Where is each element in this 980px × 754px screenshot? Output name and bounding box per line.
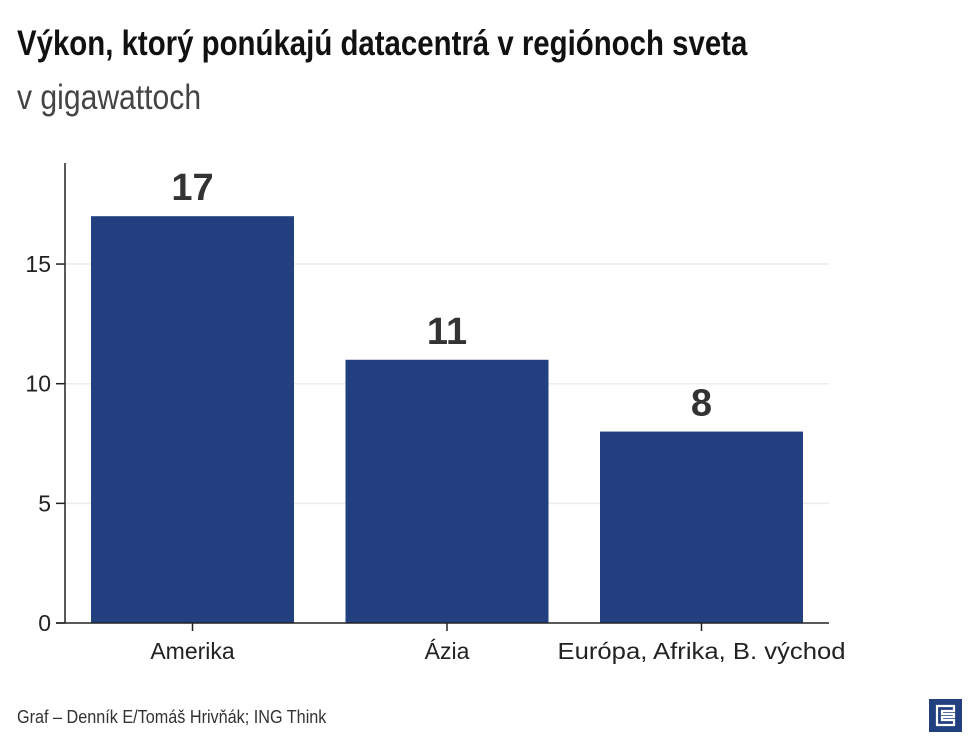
y-tick-label: 0	[38, 610, 51, 636]
bar	[91, 216, 294, 623]
x-tick-label: Amerika	[150, 638, 235, 664]
x-tick-label: Ázia	[425, 638, 470, 664]
y-tick-label: 15	[25, 251, 51, 277]
bar	[345, 359, 549, 623]
data-label: 17	[171, 167, 213, 209]
dennik-e-logo	[929, 699, 962, 732]
logo-e-icon	[935, 704, 956, 727]
y-tick-label: 5	[38, 490, 51, 516]
chart-title: Výkon, ktorý ponúkajú datacentrá v regió…	[17, 24, 748, 63]
source-footer: Graf – Denník E/Tomáš Hrivňák; ING Think	[17, 707, 327, 727]
bar	[600, 431, 803, 623]
data-label: 8	[691, 383, 712, 425]
data-label: 11	[427, 311, 467, 353]
x-tick-label: Európa, Afrika, B. východ	[558, 638, 846, 664]
chart-subtitle: v gigawattoch	[17, 78, 202, 117]
y-tick-label: 10	[25, 371, 51, 397]
